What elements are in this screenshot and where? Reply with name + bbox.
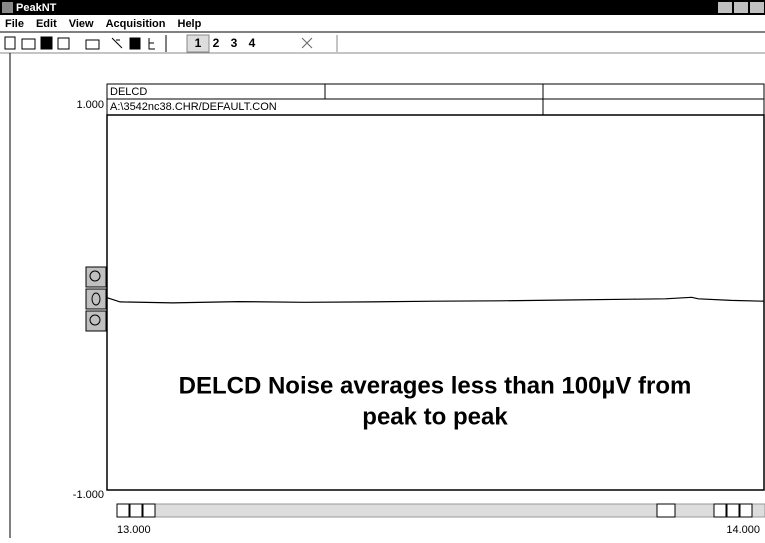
scroll-button[interactable] (142, 503, 156, 518)
scroll-thumb[interactable] (656, 503, 676, 518)
save-all-icon[interactable] (57, 37, 70, 50)
menu-item[interactable]: View (69, 18, 94, 30)
icon (91, 292, 101, 306)
scroll-button[interactable] (713, 503, 727, 518)
header-cell: A:\3542nc38.CHR/DEFAULT.CON (110, 101, 277, 113)
icon (89, 314, 101, 326)
integrate-icon[interactable] (111, 37, 123, 49)
tab[interactable]: 4 (249, 36, 256, 50)
annotation: peak to peak (362, 403, 508, 430)
menu: File Edit View Acquisition Help (5, 18, 202, 30)
scroll-button[interactable] (726, 503, 740, 518)
annotation: DELCD Noise averages less than 100µV fro… (179, 372, 692, 399)
trace (106, 296, 765, 304)
report-icon[interactable] (129, 37, 141, 50)
print-icon[interactable] (85, 39, 100, 50)
open-icon[interactable] (21, 38, 36, 50)
new-icon[interactable] (4, 36, 16, 50)
scroll-button[interactable] (116, 503, 130, 518)
window-title: PeakNT (16, 2, 57, 14)
icon (89, 270, 101, 282)
zoom-out-button[interactable] (85, 310, 107, 332)
zoom-reset-button[interactable] (85, 288, 107, 310)
zoom-buttons (85, 266, 107, 332)
close-button[interactable] (750, 2, 764, 13)
save-icon[interactable] (40, 36, 53, 50)
tab[interactable]: 1 (195, 36, 202, 50)
menu-item[interactable]: Edit (36, 18, 57, 30)
tab[interactable]: 3 (231, 36, 238, 50)
scroll-button[interactable] (739, 503, 753, 518)
scroll-button[interactable] (129, 503, 143, 518)
scroll-buttons (116, 503, 753, 518)
method-icon[interactable] (148, 38, 155, 50)
tab-pressed[interactable] (186, 34, 210, 53)
menu-bar (0, 15, 765, 32)
maximize-button[interactable] (734, 2, 748, 13)
chart: -1.000 1.000 13.000 14.000 DELCD Noise avera… (73, 99, 765, 536)
menu-item[interactable]: Help (178, 18, 202, 30)
minimize-button[interactable] (718, 2, 732, 13)
y-tick-label: -1.000 (73, 489, 104, 501)
zoom-icon[interactable] (301, 37, 313, 49)
zoom-in-button[interactable] (85, 266, 107, 288)
header-cell: DELCD (110, 86, 147, 98)
x-tick-label: 14.000 (726, 524, 760, 536)
x-tick-label: 13.000 (117, 524, 151, 536)
menu-item[interactable]: File (5, 18, 24, 30)
menu-item[interactable]: Acquisition (106, 18, 166, 30)
toolbar (4, 34, 338, 53)
title-bar (0, 0, 765, 15)
app-icon (2, 2, 13, 13)
tab[interactable]: 2 (213, 36, 220, 50)
y-tick-label: 1.000 (76, 99, 104, 111)
